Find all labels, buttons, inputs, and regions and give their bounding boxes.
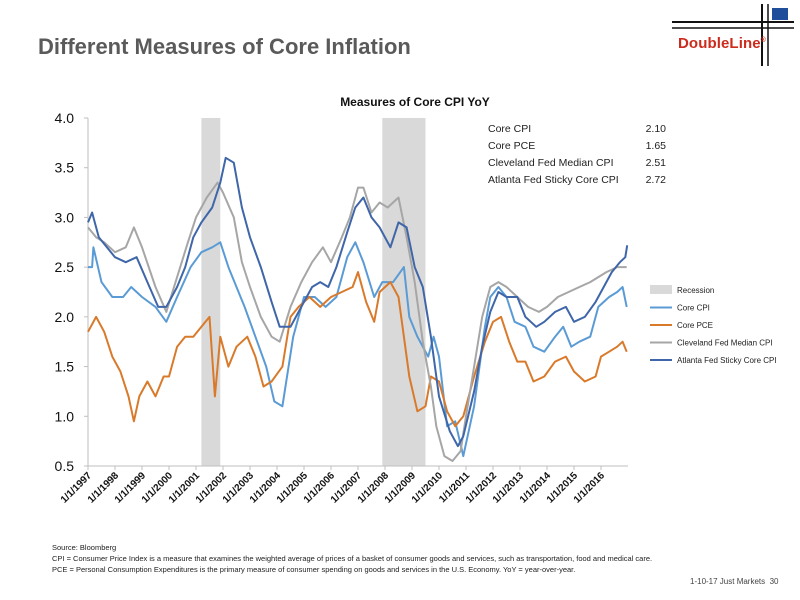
y-tick-label: 2.5 xyxy=(55,259,75,275)
y-tick-label: 0.5 xyxy=(55,458,75,474)
y-tick-label: 3.5 xyxy=(55,160,75,176)
legend-label: Core CPI xyxy=(677,304,710,313)
legend-label: Cleveland Fed Median CPI xyxy=(677,339,773,348)
legend: Recession Core CPI Core PCE Cleveland Fed M… xyxy=(650,285,777,365)
footer-notes: Source: Bloomberg CPI = Consumer Price I… xyxy=(52,542,662,575)
summary-value: 2.10 xyxy=(646,123,667,135)
page-footer: 1-10-17 Just Markets 30 xyxy=(690,577,779,586)
page-title: Different Measures of Core Inflation xyxy=(38,34,411,59)
summary-table: Core CPI 2.10 Core PCE 1.65 Cleveland Fed Me… xyxy=(488,123,666,186)
registered-mark: ® xyxy=(760,37,766,44)
page-number: 30 xyxy=(769,577,779,586)
legend-label-recession: Recession xyxy=(677,286,714,295)
chart-container: Measures of Core CPI YoY 0.5 1.0 1.5 2.0 2.5 3… xyxy=(0,88,800,538)
recession-band-2 xyxy=(382,118,426,466)
page-label: 1-10-17 Just Markets xyxy=(690,577,766,586)
summary-label: Cleveland Fed Median CPI xyxy=(488,157,613,169)
series-line-core-pce xyxy=(87,271,628,428)
y-tick-label: 4.0 xyxy=(55,110,75,126)
summary-label: Core CPI xyxy=(488,123,531,135)
series-line-atlanta-fed-sticky-core-cpi xyxy=(87,156,629,448)
logo-grid-icon xyxy=(672,4,794,66)
series-line-core-cpi xyxy=(88,241,628,458)
y-tick-label: 3.0 xyxy=(55,209,75,225)
logo-text: DoubleLine xyxy=(678,35,761,52)
chart-title: Measures of Core CPI YoY xyxy=(340,95,490,109)
summary-value: 1.65 xyxy=(646,140,667,152)
legend-swatch-recession xyxy=(650,285,672,294)
y-tick-label: 2.0 xyxy=(55,309,75,325)
summary-value: 2.51 xyxy=(646,157,667,169)
recession-band-1 xyxy=(201,118,221,466)
y-tick-label: 1.0 xyxy=(55,408,75,424)
summary-label: Core PCE xyxy=(488,140,535,152)
series-line-cleveland-fed-median-cpi xyxy=(87,181,627,462)
source-note: Source: Bloomberg xyxy=(52,543,117,552)
legend-label: Atlanta Fed Sticky Core CPI xyxy=(677,356,777,365)
summary-value: 2.72 xyxy=(646,174,667,186)
definitions-note: CPI = Consumer Price Index is a measure … xyxy=(52,554,653,574)
core-inflation-chart: Measures of Core CPI YoY 0.5 1.0 1.5 2.0 2.5 3… xyxy=(55,95,777,506)
summary-label: Atlanta Fed Sticky Core CPI xyxy=(488,174,619,186)
brand-logo: DoubleLine® xyxy=(678,35,766,52)
y-tick-label: 1.5 xyxy=(55,359,75,375)
legend-label: Core PCE xyxy=(677,321,713,330)
